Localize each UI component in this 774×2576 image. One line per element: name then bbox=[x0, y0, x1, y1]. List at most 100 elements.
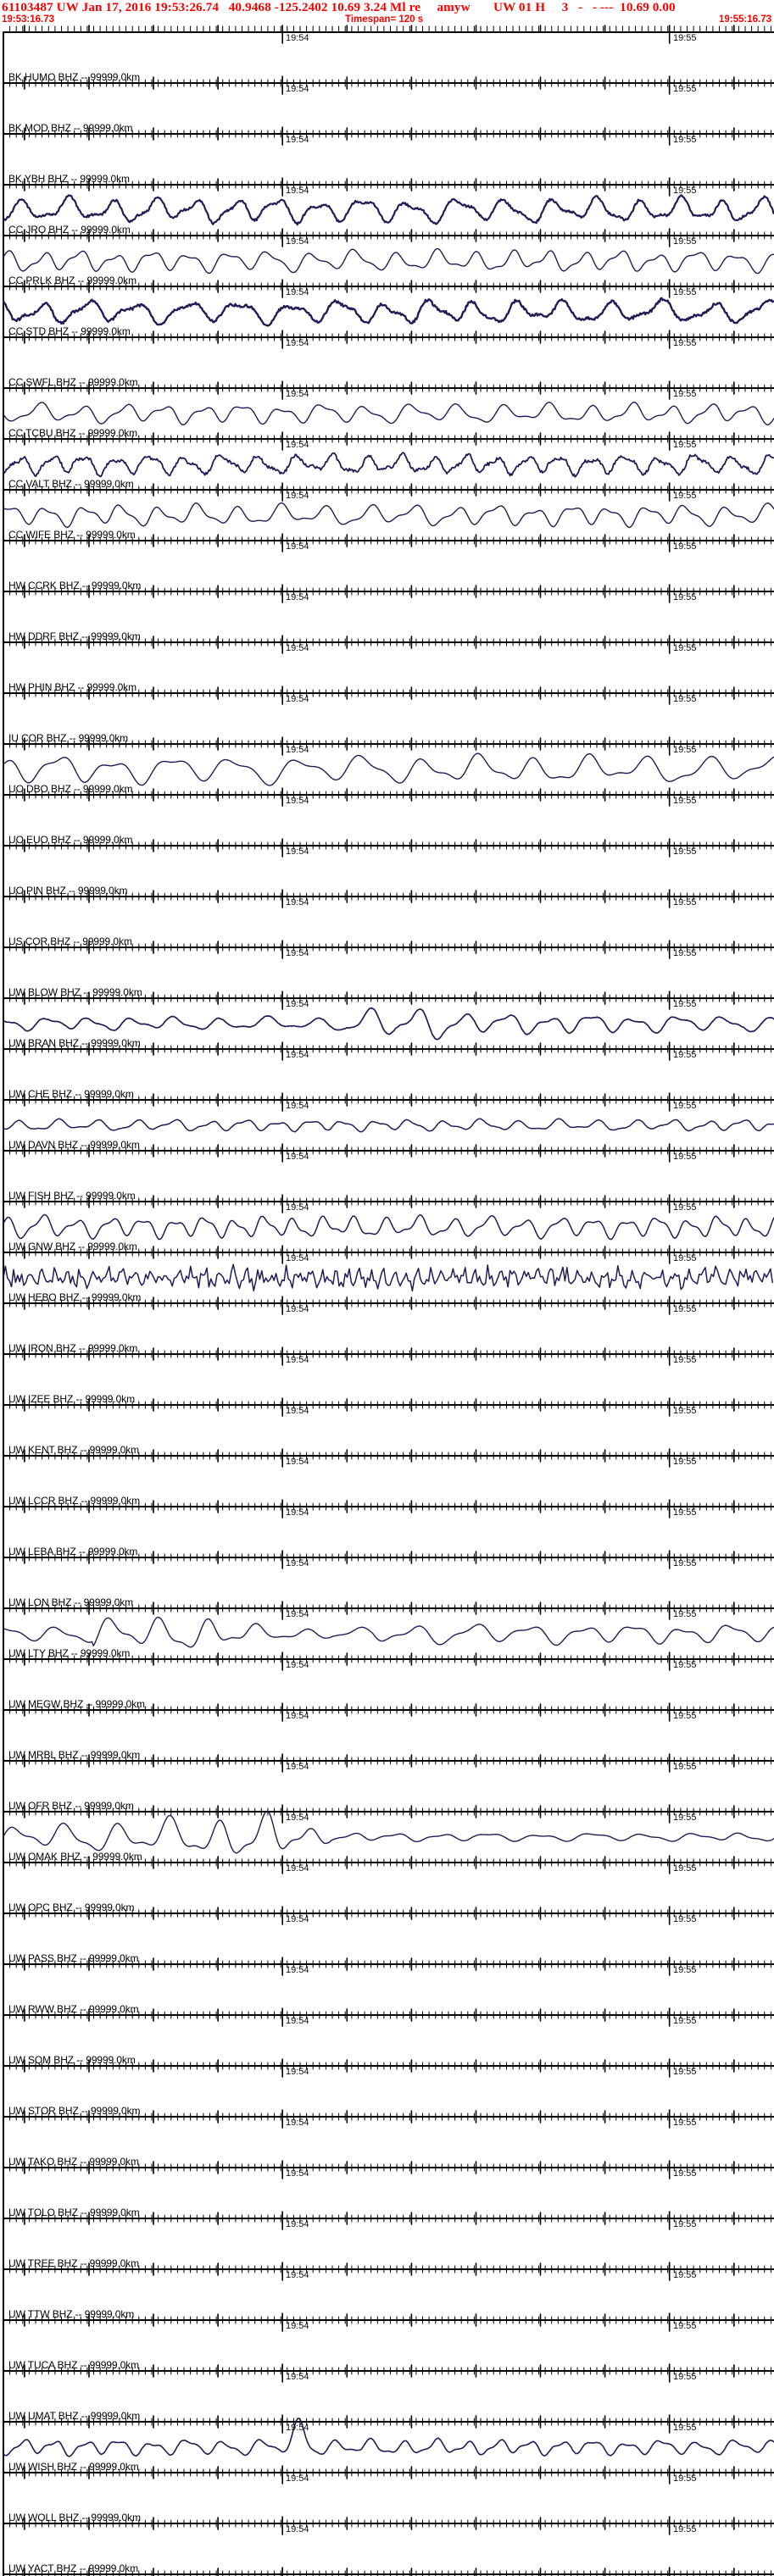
trace-row-lty[interactable]: 19:54 19:55 UW LTY BHZ -- 99999.0km bbox=[0, 1608, 774, 1659]
trace-row-wish[interactable]: 19:54 19:55 UW WISH BHZ -- 99999.0km bbox=[0, 2422, 774, 2473]
station-label: UW GNW BHZ -- 99999.0km bbox=[8, 1241, 137, 1252]
trace-row-euo[interactable]: 19:54 19:55 UO EUO BHZ -- 99999.0km bbox=[0, 795, 774, 846]
trace-row-cor[interactable]: 19:54 19:55 US COR BHZ -- 99999.0km bbox=[0, 897, 774, 947]
trace-row-stor[interactable]: 19:54 19:55 UW STOR BHZ -- 99999.0km bbox=[0, 2066, 774, 2117]
trace-row-dbo[interactable]: 19:54 19:55 UO DBO BHZ -- 99999.0km bbox=[0, 744, 774, 795]
station-label: UW KENT BHZ -- 99999.0km bbox=[8, 1444, 140, 1456]
minute-label-1954: 19:54 bbox=[286, 1304, 309, 1314]
station-label: CC SWFL BHZ -- 99999.0km bbox=[8, 376, 138, 388]
trace-row-mod[interactable]: 19:54 19:55 BK MOD BHZ -- 99999.0km bbox=[0, 83, 774, 134]
trace-row-sqm[interactable]: 19:54 19:55 UW SQM BHZ -- 99999.0km bbox=[0, 2015, 774, 2066]
minute-label-1954: 19:54 bbox=[286, 1355, 309, 1365]
minute-label-1954: 19:54 bbox=[286, 745, 309, 755]
station-label: UW MEGW BHZ -- 99999.0km bbox=[8, 1698, 145, 1710]
minute-label-1954: 19:54 bbox=[286, 1813, 309, 1823]
minute-label-1954: 19:54 bbox=[286, 2423, 309, 2433]
trace-row-davn[interactable]: 19:54 19:55 UW DAVN BHZ -- 99999.0km bbox=[0, 1100, 774, 1151]
minute-label-1954: 19:54 bbox=[286, 1507, 309, 1518]
trace-row-ccrk[interactable]: 19:54 19:55 HW CCRK BHZ -- 99999.0km bbox=[0, 541, 774, 591]
trace-row-jro[interactable]: 19:54 19:55 CC JRO BHZ -- 99999.0km bbox=[0, 185, 774, 236]
trace-row-iron[interactable]: 19:54 19:55 UW IRON BHZ -- 99999.0km bbox=[0, 1303, 774, 1354]
minute-label-1954: 19:54 bbox=[286, 2168, 309, 2179]
trace-row-tree[interactable]: 19:54 19:55 UW TREE BHZ -- 99999.0km bbox=[0, 2218, 774, 2269]
minute-label-1955: 19:55 bbox=[673, 1355, 697, 1365]
station-label: UW WOLL BHZ -- 99999.0km bbox=[8, 2512, 141, 2523]
trace-row-phin[interactable]: 19:54 19:55 HW PHIN BHZ -- 99999.0km bbox=[0, 642, 774, 693]
trace-row-rww[interactable]: 19:54 19:55 UW RWW BHZ -- 99999.0km bbox=[0, 1964, 774, 2015]
minute-label-1955: 19:55 bbox=[673, 1406, 697, 1416]
trace-row-tcbu[interactable]: 19:54 19:55 CC TCBU BHZ -- 99999.0km bbox=[0, 388, 774, 439]
station-label: UW OFR BHZ -- 99999.0km bbox=[8, 1800, 134, 1812]
trace-row-hebo[interactable]: 19:54 19:55 UW HEBO BHZ -- 99999.0km bbox=[0, 1252, 774, 1303]
station-label: UW TOLO BHZ -- 99999.0km bbox=[8, 2207, 140, 2218]
minute-label-1954: 19:54 bbox=[286, 999, 309, 1009]
trace-row-leba[interactable]: 19:54 19:55 UW LEBA BHZ -- 99999.0km bbox=[0, 1507, 774, 1557]
station-label: UW LEBA BHZ -- 99999.0km bbox=[8, 1546, 138, 1557]
timebar-end-time: 19:55:16.73 bbox=[718, 14, 771, 25]
trace-row-ddrf[interactable]: 19:54 19:55 HW DDRF BHZ -- 99999.0km bbox=[0, 591, 774, 642]
minute-label-1955: 19:55 bbox=[673, 592, 697, 602]
station-label: CC PRLK BHZ -- 99999.0km bbox=[8, 275, 136, 286]
trace-row-yact[interactable]: 19:54 19:55 UW YACT BHZ -- 99999.0km bbox=[0, 2523, 774, 2574]
trace-row-che[interactable]: 19:54 19:55 UW CHE BHZ -- 99999.0km bbox=[0, 1049, 774, 1100]
trace-row-megw[interactable]: 19:54 19:55 UW MEGW BHZ -- 99999.0km bbox=[0, 1659, 774, 1710]
timebar-start-time: 19:53:16.73 bbox=[2, 14, 55, 25]
station-label: UW LON BHZ -- 99999.0km bbox=[8, 1596, 134, 1608]
minute-label-1954: 19:54 bbox=[286, 2270, 309, 2280]
station-label: UW WISH BHZ -- 99999.0km bbox=[8, 2461, 139, 2473]
minute-label-1955: 19:55 bbox=[673, 1609, 697, 1619]
minute-label-1955: 19:55 bbox=[673, 541, 697, 552]
trace-row-std[interactable]: 19:54 19:55 CC STD BHZ -- 99999.0km bbox=[0, 286, 774, 337]
minute-label-1954: 19:54 bbox=[286, 440, 309, 450]
minute-label-1955: 19:55 bbox=[673, 1050, 697, 1060]
minute-label-1955: 19:55 bbox=[673, 1152, 697, 1162]
station-label: UW OPC BHZ -- 99999.0km bbox=[8, 1901, 135, 1913]
station-label: UW MRBL BHZ -- 99999.0km bbox=[8, 1749, 141, 1761]
trace-row-umat[interactable]: 19:54 19:55 UW UMAT BHZ -- 99999.0km bbox=[0, 2371, 774, 2422]
trace-row-lccr[interactable]: 19:54 19:55 UW LCCR BHZ -- 99999.0km bbox=[0, 1456, 774, 1507]
minute-label-1955: 19:55 bbox=[673, 948, 697, 958]
minute-label-1955: 19:55 bbox=[673, 1863, 697, 1874]
trace-row-lon[interactable]: 19:54 19:55 UW LON BHZ -- 99999.0km bbox=[0, 1557, 774, 1608]
trace-row-cor[interactable]: 19:54 19:55 IU COR BHZ -- 99999.0km bbox=[0, 693, 774, 744]
trace-row-pin[interactable]: 19:54 19:55 UO PIN BHZ -- 99999.0km bbox=[0, 846, 774, 897]
trace-row-ofr[interactable]: 19:54 19:55 UW OFR BHZ -- 99999.0km bbox=[0, 1761, 774, 1812]
trace-row-tuca[interactable]: 19:54 19:55 UW TUCA BHZ -- 99999.0km bbox=[0, 2320, 774, 2371]
minute-label-1954: 19:54 bbox=[286, 1202, 309, 1213]
station-label: CC VALT BHZ -- 99999.0km bbox=[8, 478, 134, 490]
minute-label-1954: 19:54 bbox=[286, 1965, 309, 1975]
trace-row-pass[interactable]: 19:54 19:55 UW PASS BHZ -- 99999.0km bbox=[0, 1913, 774, 1964]
minute-label-1955: 19:55 bbox=[673, 2168, 697, 2179]
minute-label-1955: 19:55 bbox=[673, 1711, 697, 1721]
trace-row-izee[interactable]: 19:54 19:55 UW IZEE BHZ -- 99999.0km bbox=[0, 1354, 774, 1405]
trace-row-prlk[interactable]: 19:54 19:55 CC PRLK BHZ -- 99999.0km bbox=[0, 236, 774, 286]
minute-label-1954: 19:54 bbox=[286, 1914, 309, 1924]
trace-row-valt[interactable]: 19:54 19:55 CC VALT BHZ -- 99999.0km bbox=[0, 439, 774, 490]
minute-label-1955: 19:55 bbox=[673, 1914, 697, 1924]
minute-label-1954: 19:54 bbox=[286, 2219, 309, 2229]
station-label: HW DDRF BHZ -- 99999.0km bbox=[8, 630, 141, 642]
trace-row-humo[interactable]: 19:54 19:55 BK HUMO BHZ -- 99999.0km bbox=[0, 32, 774, 83]
trace-row-bran[interactable]: 19:54 19:55 UW BRAN BHZ -- 99999.0km bbox=[0, 998, 774, 1049]
trace-row-blow[interactable]: 19:54 19:55 UW BLOW BHZ -- 99999.0km bbox=[0, 947, 774, 998]
minute-label-1954: 19:54 bbox=[286, 2016, 309, 2026]
station-label: UW BRAN BHZ -- 99999.0km bbox=[8, 1037, 141, 1049]
minute-label-1954: 19:54 bbox=[286, 1152, 309, 1162]
trace-row-swfl[interactable]: 19:54 19:55 CC SWFL BHZ -- 99999.0km bbox=[0, 337, 774, 388]
minute-label-1954: 19:54 bbox=[286, 84, 309, 94]
trace-row-mrbl[interactable]: 19:54 19:55 UW MRBL BHZ -- 99999.0km bbox=[0, 1710, 774, 1761]
trace-row-ttw[interactable]: 19:54 19:55 UW TTW BHZ -- 99999.0km bbox=[0, 2269, 774, 2320]
minute-label-1955: 19:55 bbox=[673, 2321, 697, 2331]
minute-label-1954: 19:54 bbox=[286, 491, 309, 501]
trace-row-opc[interactable]: 19:54 19:55 UW OPC BHZ -- 99999.0km bbox=[0, 1863, 774, 1913]
station-label: UW RWW BHZ -- 99999.0km bbox=[8, 2003, 139, 2015]
trace-row-gnw[interactable]: 19:54 19:55 UW GNW BHZ -- 99999.0km bbox=[0, 1202, 774, 1252]
trace-row-fish[interactable]: 19:54 19:55 UW FISH BHZ -- 99999.0km bbox=[0, 1151, 774, 1202]
trace-row-wife[interactable]: 19:54 19:55 CC WIFE BHZ -- 99999.0km bbox=[0, 490, 774, 541]
trace-row-tako[interactable]: 19:54 19:55 UW TAKO BHZ -- 99999.0km bbox=[0, 2117, 774, 2168]
trace-row-ybh[interactable]: 19:54 19:55 BK YBH BHZ -- 99999.0km bbox=[0, 134, 774, 185]
trace-row-kent[interactable]: 19:54 19:55 UW KENT BHZ -- 99999.0km bbox=[0, 1405, 774, 1456]
trace-row-tolo[interactable]: 19:54 19:55 UW TOLO BHZ -- 99999.0km bbox=[0, 2168, 774, 2218]
trace-row-omak[interactable]: 19:54 19:55 UW OMAK BHZ -- 99999.0km bbox=[0, 1812, 774, 1863]
trace-row-woll[interactable]: 19:54 19:55 UW WOLL BHZ -- 99999.0km bbox=[0, 2473, 774, 2523]
